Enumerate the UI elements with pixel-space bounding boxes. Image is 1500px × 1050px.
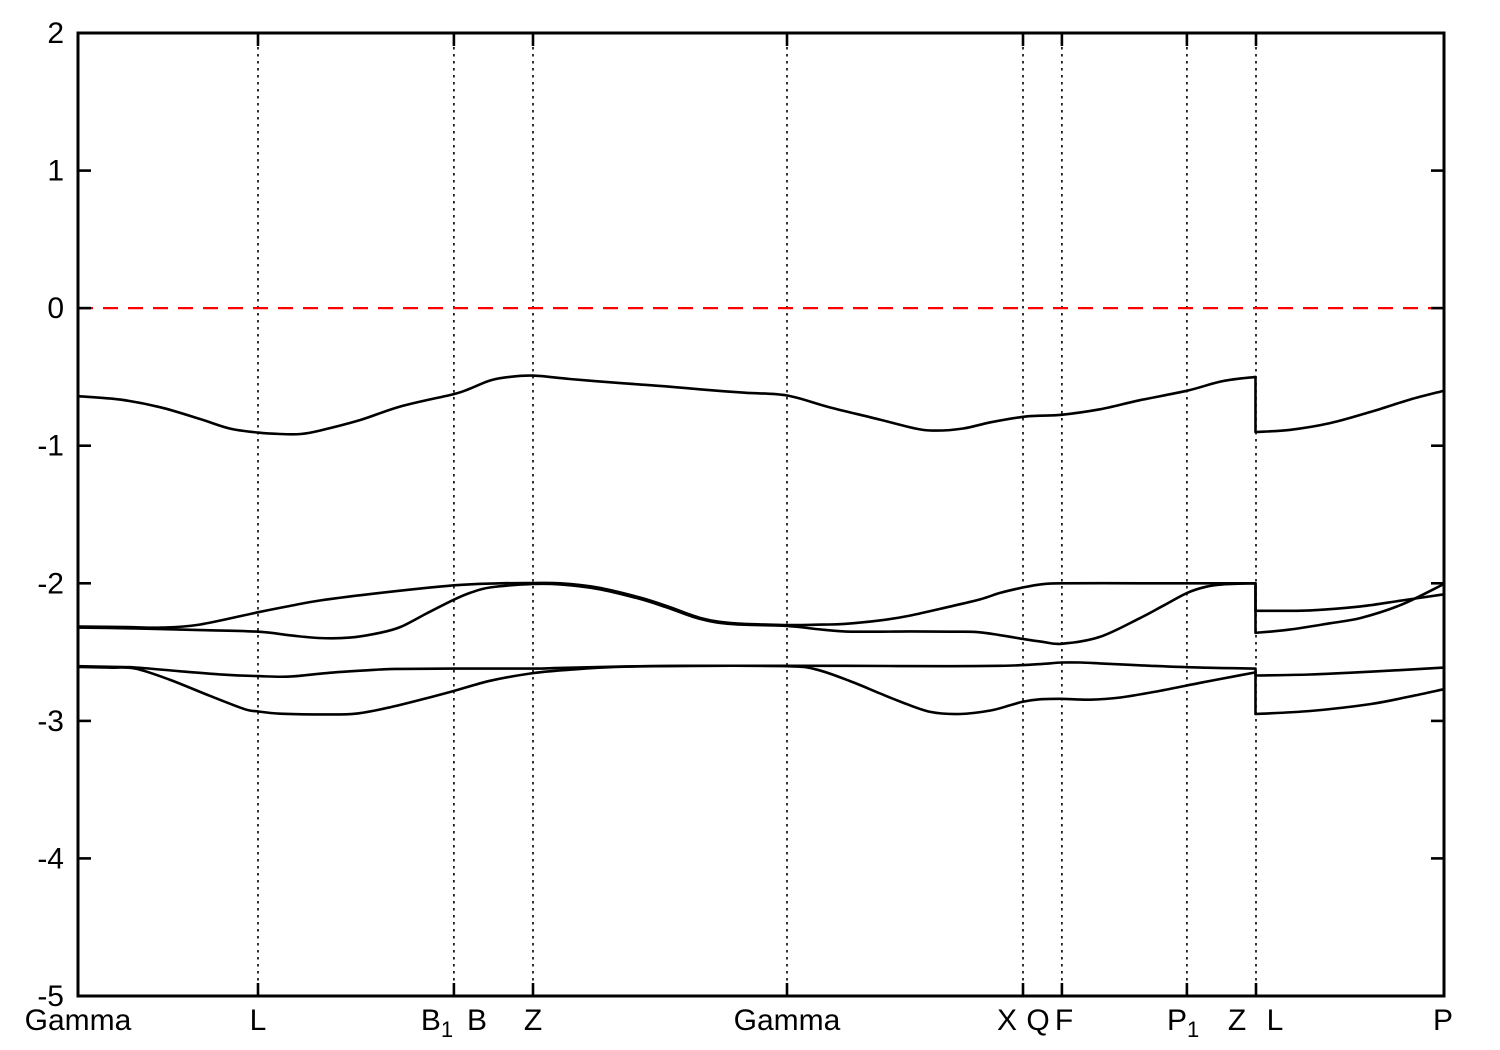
k-point-label-x: X — [997, 1004, 1017, 1037]
k-point-label-gamma: Gamma — [734, 1004, 841, 1037]
k-point-label-b1: B1 — [421, 1004, 453, 1042]
k-point-label-f: F — [1055, 1004, 1073, 1037]
k-point-label-l: L — [250, 1004, 267, 1037]
k-point-label-gamma: Gamma — [25, 1004, 132, 1037]
y-tick-label: -5 — [37, 980, 64, 1013]
y-tick-label: -4 — [37, 842, 64, 875]
k-point-label-p: P — [1433, 1004, 1453, 1037]
band-3-curve — [76, 582, 1446, 646]
y-tick-label: -2 — [37, 567, 64, 600]
k-point-label-q: Q — [1026, 1004, 1049, 1037]
band-5-curve — [76, 664, 1446, 716]
band-1-curve — [76, 374, 1446, 436]
y-tick-label: 1 — [47, 155, 64, 188]
k-point-label-z: Z — [524, 1004, 542, 1037]
y-tick-label: -1 — [37, 430, 64, 463]
k-point-label-z: Z — [1228, 1004, 1246, 1037]
y-tick-label: 2 — [47, 17, 64, 50]
k-point-label-b: B — [467, 1004, 487, 1037]
k-point-label-l: L — [1267, 1004, 1284, 1037]
y-tick-label: 0 — [47, 292, 64, 325]
plot-border — [76, 31, 1446, 998]
k-point-label-p1: P1 — [1167, 1004, 1199, 1042]
y-tick-label: -3 — [37, 705, 64, 738]
band-2-curve — [76, 581, 1446, 630]
